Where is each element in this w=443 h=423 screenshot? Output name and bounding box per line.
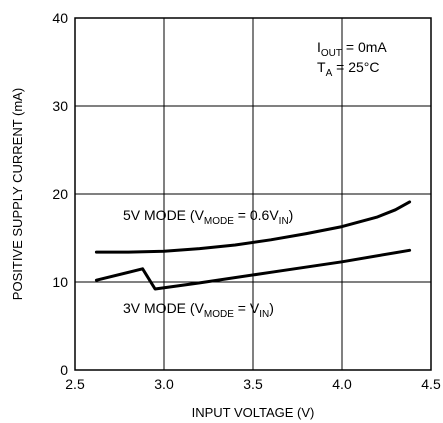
condition-ta: TA = 25°C — [317, 59, 379, 79]
series-label-5v-mode: 5V MODE (VMODE = 0.6VIN) — [123, 207, 293, 227]
series-line-3v-mode — [94, 248, 412, 291]
condition-iout: IOUT = 0mA — [317, 39, 387, 59]
x-tick-labels: 2.5 3.0 3.5 4.0 4.5 — [65, 376, 441, 392]
series-lines — [94, 200, 412, 291]
x-tick-label: 3.5 — [243, 376, 263, 392]
x-tick-label: 2.5 — [65, 376, 85, 392]
plot-frame — [74, 17, 432, 371]
y-axis-title: POSITIVE SUPPLY CURRENT (mA) — [10, 88, 25, 300]
x-tick-label: 4.5 — [421, 376, 441, 392]
series-label-3v-mode: 3V MODE (VMODE = VIN) — [123, 300, 274, 320]
x-tick-label: 3.0 — [154, 376, 174, 392]
y-tick-label: 20 — [52, 186, 68, 202]
y-tick-label: 0 — [60, 362, 68, 378]
x-tick-label: 4.0 — [332, 376, 352, 392]
y-tick-label: 30 — [52, 98, 68, 114]
y-tick-label: 10 — [52, 274, 68, 290]
series-line-5v-mode — [94, 200, 412, 254]
y-tick-label: 40 — [52, 10, 68, 26]
grid-lines — [75, 18, 431, 370]
y-tick-labels: 0 10 20 30 40 — [52, 10, 68, 378]
x-axis-title: INPUT VOLTAGE (V) — [192, 405, 315, 420]
